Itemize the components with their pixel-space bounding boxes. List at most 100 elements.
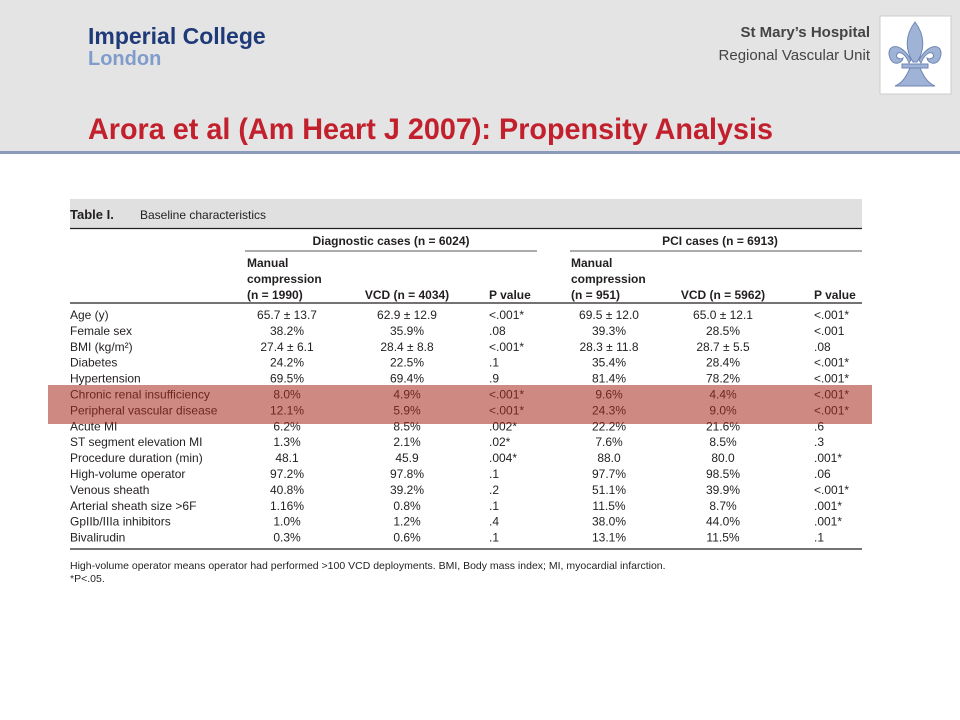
caption-label: Table I.	[70, 207, 114, 222]
table-cell: 97.2%	[270, 467, 304, 481]
table-cell: 1.16%	[270, 499, 304, 513]
table-cell: 0.3%	[273, 531, 301, 545]
table-cell: 1.0%	[273, 515, 301, 529]
table-cell: 35.4%	[592, 356, 626, 370]
table-cell: .4	[489, 515, 499, 529]
table-cell: 1.3%	[273, 435, 301, 449]
table-cell: 28.4 ± 8.8	[380, 340, 434, 354]
table-cell: <.001*	[814, 356, 849, 370]
table-cell: <.001*	[814, 372, 849, 386]
table-cell: .02*	[489, 435, 511, 449]
hospital-name: St Mary’s Hospital	[741, 24, 870, 41]
table-cell: 65.7 ± 13.7	[257, 308, 317, 322]
table-cell: 39.3%	[592, 324, 626, 338]
table-cell: 13.1%	[592, 531, 626, 545]
table-cell: 22.5%	[390, 356, 424, 370]
table-cell: 88.0	[597, 451, 621, 465]
header-band	[0, 0, 960, 152]
table-cell: 51.1%	[592, 483, 626, 497]
table-cell: .3	[814, 435, 824, 449]
table-cell: .001*	[814, 499, 842, 513]
table-cell: <.001*	[489, 340, 524, 354]
column-header: P value	[489, 288, 531, 302]
table-cell: .08	[814, 340, 831, 354]
caption-band	[70, 199, 862, 228]
table-cell: 98.5%	[706, 467, 740, 481]
logo-line: London	[88, 48, 161, 70]
column-header: Manual	[571, 256, 612, 270]
table-cell: .08	[489, 324, 506, 338]
table-cell: .6	[814, 419, 824, 433]
logo-line: Imperial College	[88, 23, 266, 49]
row-label: Venous sheath	[70, 483, 149, 497]
highlight-band	[48, 385, 872, 424]
table-cell: 2.1%	[393, 435, 421, 449]
column-header: (n = 951)	[571, 288, 620, 302]
footnote: High-volume operator means operator had …	[70, 560, 666, 572]
row-label: Arterial sheath size >6F	[70, 499, 196, 513]
table-cell: 80.0	[711, 451, 735, 465]
slide-title: Arora et al (Am Heart J 2007): Propensit…	[88, 113, 773, 146]
table-cell: 11.5%	[592, 499, 625, 513]
row-label: Age (y)	[70, 308, 109, 322]
column-header: Manual	[247, 256, 288, 270]
row-label: Female sex	[70, 324, 132, 338]
table-cell: .004*	[489, 451, 517, 465]
column-header: P value	[814, 288, 856, 302]
group-header: Diagnostic cases (n = 6024)	[312, 234, 469, 248]
row-label: BMI (kg/m²)	[70, 340, 133, 354]
table-cell: .06	[814, 467, 831, 481]
table-cell: 62.9 ± 12.9	[377, 308, 437, 322]
table-cell: .1	[489, 467, 499, 481]
table-cell: .1	[489, 356, 499, 370]
table-cell: .1	[489, 499, 499, 513]
table-cell: 39.2%	[390, 483, 424, 497]
table-cell: 44.0%	[706, 515, 740, 529]
table-cell: 27.4 ± 6.1	[260, 340, 314, 354]
column-header: compression	[247, 272, 322, 286]
column-header: VCD (n = 5962)	[681, 288, 765, 302]
table-cell: 8.5%	[709, 435, 737, 449]
table-cell: <.001*	[489, 308, 524, 322]
table-cell: 97.7%	[592, 467, 626, 481]
table-cell: 40.8%	[270, 483, 304, 497]
fleur-de-lis-icon	[879, 15, 952, 95]
table-cell: 38.0%	[592, 515, 626, 529]
table-cell: <.001*	[814, 483, 849, 497]
table-cell: 0.6%	[393, 531, 421, 545]
row-label: ST segment elevation MI	[70, 435, 203, 449]
table-cell: 1.2%	[393, 515, 421, 529]
table-cell: 11.5%	[706, 531, 739, 545]
table-cell: .9	[489, 372, 499, 386]
table-cell: 28.7 ± 5.5	[696, 340, 750, 354]
table-cell: .001*	[814, 451, 842, 465]
table-cell: 78.2%	[706, 372, 740, 386]
table-cell: 48.1	[275, 451, 299, 465]
table-cell: 0.8%	[393, 499, 421, 513]
table-cell: 69.4%	[390, 372, 424, 386]
table-cell: 28.5%	[706, 324, 740, 338]
row-label: GpIIb/IIIa inhibitors	[70, 515, 171, 529]
row-label: Hypertension	[70, 372, 141, 386]
table-cell: 69.5 ± 12.0	[579, 308, 639, 322]
table-cell: 81.4%	[592, 372, 626, 386]
table-cell: 38.2%	[270, 324, 304, 338]
column-header: VCD (n = 4034)	[365, 288, 449, 302]
table-cell: .1	[814, 531, 824, 545]
header-rule	[0, 151, 960, 154]
row-label: Bivalirudin	[70, 531, 125, 545]
row-label: Procedure duration (min)	[70, 451, 203, 465]
row-label: High-volume operator	[70, 467, 185, 481]
table-cell: <.001	[814, 324, 845, 338]
table-cell: 97.8%	[390, 467, 424, 481]
column-header: compression	[571, 272, 646, 286]
table-cell: <.001*	[814, 308, 849, 322]
footnote: *P<.05.	[70, 573, 105, 585]
table-cell: 28.4%	[706, 356, 740, 370]
table-cell: 39.9%	[706, 483, 740, 497]
table-cell: 65.0 ± 12.1	[693, 308, 753, 322]
table-cell: .2	[489, 483, 499, 497]
group-header: PCI cases (n = 6913)	[662, 234, 778, 248]
table-cell: .001*	[814, 515, 842, 529]
